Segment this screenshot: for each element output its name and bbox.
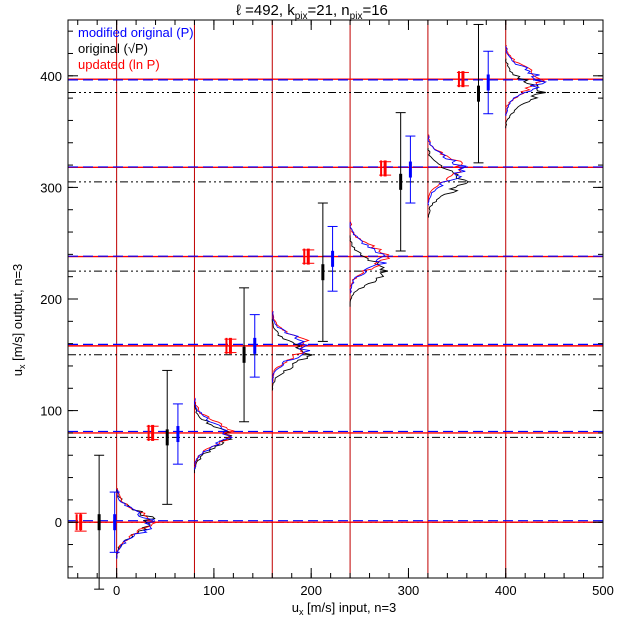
distribution-blue-2 bbox=[271, 311, 311, 383]
chart-title: ℓ =492, kpix=21, npix=16 bbox=[236, 2, 388, 22]
x-tick-label: 500 bbox=[592, 583, 614, 598]
y-tick-label: 200 bbox=[40, 292, 62, 307]
distribution-red-0 bbox=[116, 488, 159, 558]
x-tick-label: 300 bbox=[398, 583, 420, 598]
legend-entry-updated: updated (ln P) bbox=[78, 57, 160, 72]
y-tick-label: 100 bbox=[40, 404, 62, 419]
distribution-blue-4 bbox=[427, 135, 467, 206]
legend-entry-original: original (√P) bbox=[78, 41, 148, 56]
y-tick-label: 0 bbox=[55, 515, 62, 530]
distribution-red-4 bbox=[427, 134, 464, 205]
distribution-red-2 bbox=[271, 310, 310, 382]
plot-area: 0 100 200 300 400 500 0 100 200 300 400 bbox=[40, 19, 614, 598]
distribution-black-3 bbox=[349, 235, 389, 307]
x-axis-label: ux [m/s] input, n=3 bbox=[292, 600, 397, 617]
distribution-red-1 bbox=[194, 397, 235, 469]
distribution-blue-3 bbox=[349, 221, 387, 294]
legend-entry-modified-original: modified original (P) bbox=[78, 25, 194, 40]
distribution-blue-0 bbox=[116, 489, 155, 560]
x-tick-label: 400 bbox=[495, 583, 517, 598]
distribution-red-5 bbox=[505, 45, 546, 116]
distribution-black-5 bbox=[505, 58, 546, 129]
distribution-black-0 bbox=[116, 488, 156, 558]
x-tick-label: 100 bbox=[203, 583, 225, 598]
y-tick-label: 400 bbox=[40, 69, 62, 84]
distribution-black-2 bbox=[271, 319, 313, 391]
y-axis-label: ux [m/s] output, n=3 bbox=[10, 264, 27, 377]
distribution-black-4 bbox=[427, 147, 470, 218]
y-tick-label: 300 bbox=[40, 180, 62, 195]
distribution-blue-1 bbox=[194, 398, 234, 470]
distribution-blue-5 bbox=[505, 46, 548, 117]
x-tick-label: 0 bbox=[113, 583, 120, 598]
x-tick-label: 200 bbox=[300, 583, 322, 598]
legend: modified original (P) original (√P) upda… bbox=[78, 25, 194, 72]
